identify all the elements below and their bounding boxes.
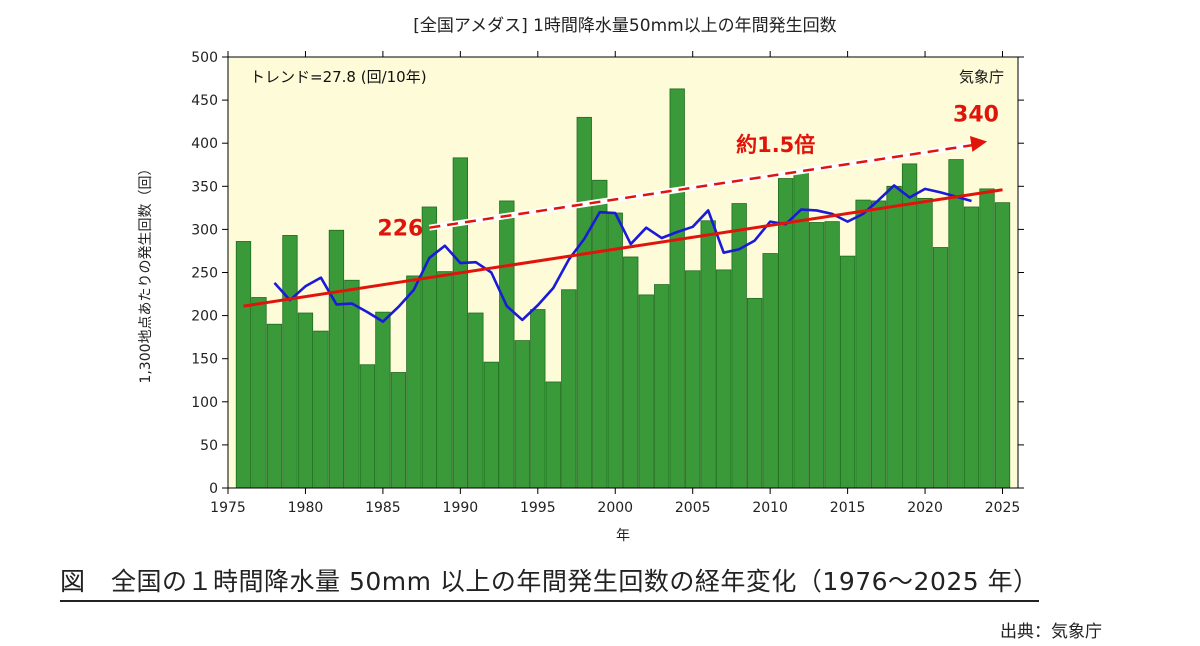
bar-2007 (716, 269, 732, 489)
bar-1982 (328, 229, 345, 489)
start-value-label: 226 (377, 217, 423, 242)
y-tick-label: 350 (191, 179, 218, 195)
x-tick-label: 2015 (830, 500, 866, 516)
moving-average-line (273, 184, 972, 323)
x-tick-label: 1985 (365, 500, 401, 516)
bar-2021 (932, 247, 949, 489)
bar-2020 (917, 197, 933, 489)
x-tick-label: 1995 (520, 500, 556, 516)
ratio-label: 約1.5倍 (736, 133, 815, 157)
bar-2022 (948, 159, 964, 489)
bar-2002 (638, 294, 654, 489)
plot-area (228, 57, 1018, 488)
bar-2013 (808, 222, 825, 489)
bar-2014 (824, 221, 840, 489)
bar-2023 (963, 206, 980, 489)
x-tick-label: 2025 (985, 500, 1021, 516)
figure-caption: 図 全国の１時間降水量 50mm 以上の年間発生回数の経年変化（1976～202… (60, 562, 1039, 602)
bar-2024 (979, 188, 995, 489)
bar-1993 (499, 200, 515, 489)
bar-1997 (561, 289, 577, 489)
bar-1980 (297, 312, 314, 489)
x-tick-label: 1980 (288, 500, 324, 516)
y-tick-label: 50 (200, 438, 218, 454)
y-tick-label: 450 (191, 93, 218, 109)
series-lines (243, 184, 1003, 323)
bar-2016 (855, 199, 871, 489)
bar-2001 (623, 256, 639, 489)
y-tick-label: 100 (191, 395, 218, 411)
x-tick-label: 2020 (907, 500, 943, 516)
bar-1979 (282, 235, 298, 489)
y-tick-label: 200 (191, 309, 218, 325)
bar-2025 (994, 202, 1011, 489)
y-tick-label: 300 (191, 222, 218, 238)
bar-1996 (545, 381, 561, 489)
bar-2019 (901, 163, 918, 489)
arrow-line (429, 143, 978, 229)
end-value-label: 340 (953, 102, 999, 127)
bar-1981 (313, 330, 329, 489)
x-tick-label: 1990 (443, 500, 479, 516)
bar-1984 (359, 364, 376, 489)
x-tick-label: 1975 (210, 500, 246, 516)
bar-1983 (344, 279, 360, 489)
arrow-head (969, 136, 988, 152)
y-tick-label: 0 (209, 481, 218, 497)
bar-1990 (452, 157, 468, 489)
bar-1977 (251, 297, 267, 489)
bar-2000 (607, 212, 623, 489)
bar-1991 (468, 312, 484, 489)
x-tick-label: 2000 (597, 500, 633, 516)
bar-1998 (576, 116, 592, 489)
x-tick-label: 2005 (675, 500, 711, 516)
bar-2006 (700, 220, 716, 489)
bar-1992 (483, 361, 499, 489)
bar-2004 (669, 88, 685, 489)
bar-2009 (747, 297, 763, 489)
bar-2018 (886, 185, 902, 489)
trend-label: トレンド=27.8 (回/10年) (250, 68, 427, 86)
bar-2005 (685, 270, 701, 489)
bar-1987 (406, 275, 422, 489)
bar-1994 (514, 340, 530, 489)
bar-2003 (654, 284, 670, 489)
y-tick-label: 150 (191, 352, 218, 368)
bar-1985 (375, 311, 391, 489)
y-tick-label: 250 (191, 266, 218, 282)
bar-2017 (870, 200, 887, 489)
agency-label: 気象庁 (959, 68, 1004, 86)
bar-1988 (421, 206, 438, 489)
bar-1995 (530, 309, 546, 489)
axes: 0 50 100 150 200 250 300 350 400 450 500 1975 1980 19… (191, 50, 1024, 516)
bar-1978 (266, 323, 283, 489)
annotation-arrow (428, 136, 988, 231)
bar-2010 (762, 253, 778, 489)
bar-1986 (390, 372, 407, 489)
bar-1999 (592, 179, 608, 489)
x-axis-label: 年 (616, 528, 630, 544)
y-tick-label: 500 (191, 50, 218, 66)
y-axis-label: 1,300地点あたりの発生回数（回） (138, 161, 154, 383)
trend-line (243, 188, 1003, 308)
bar-1989 (437, 271, 453, 489)
chart-title: [全国アメダス] 1時間降水量50mm以上の年間発生回数 (413, 16, 836, 36)
bar-2015 (839, 255, 856, 489)
x-tick-label: 2010 (752, 500, 788, 516)
source-note: 出典：気象庁 (1000, 622, 1102, 642)
y-tick-label: 400 (191, 136, 218, 152)
bar-1976 (235, 241, 252, 489)
